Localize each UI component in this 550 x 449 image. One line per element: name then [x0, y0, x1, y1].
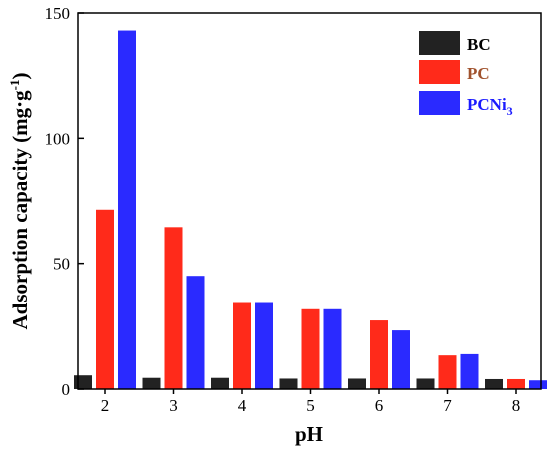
legend: BC PC PCNi3 [419, 31, 513, 118]
y-axis-title: Adsorption capacity (mg·g-1) [7, 72, 32, 329]
legend-label-pcni3-subscript: 3 [507, 104, 513, 118]
x-tick-label: 7 [443, 396, 452, 415]
y-tick-label: 100 [45, 129, 71, 148]
bar-pc-ph2 [96, 209, 114, 389]
y-tick-label: 0 [62, 380, 71, 399]
bar-bc-ph2 [74, 375, 92, 389]
bar-pcni3-ph8 [529, 380, 547, 389]
bar-pcni3-ph3 [186, 276, 205, 389]
legend-label-pc: PC [467, 64, 490, 83]
legend-swatch-pc [419, 60, 460, 84]
bar-bc-ph7 [416, 378, 435, 389]
y-axis-title-superscript: -1 [7, 79, 22, 90]
x-tick-label: 2 [101, 396, 110, 415]
legend-swatch-bc [419, 31, 460, 55]
bar-pc-ph6 [370, 320, 388, 389]
bar-pcni3-ph4 [255, 302, 273, 389]
bar-bc-ph6 [348, 378, 366, 389]
y-tick-label: 50 [53, 255, 70, 274]
legend-label-pcni3-main: PCNi [467, 95, 507, 114]
bar-bc-ph8 [485, 378, 503, 389]
legend-label-bc: BC [467, 35, 491, 54]
bar-pc-ph4 [233, 302, 251, 389]
legend-label-pcni3: PCNi3 [467, 95, 513, 118]
bar-pcni3-ph7 [460, 353, 479, 389]
legend-swatch-pcni3 [419, 91, 460, 115]
y-tick-label: 150 [45, 4, 71, 23]
y-axis-title-close: ) [8, 72, 32, 79]
x-tick-label: 8 [512, 396, 521, 415]
bar-pc-ph8 [507, 378, 525, 389]
y-axis-ticks: 0 50 100 150 [45, 4, 84, 399]
bar-bc-ph3 [142, 377, 161, 389]
plot-frame [77, 12, 542, 390]
x-tick-label: 3 [169, 396, 178, 415]
y-axis-title-main: Adsorption capacity (mg·g [8, 90, 32, 330]
bar-pcni3-ph2 [118, 30, 136, 390]
x-tick-label: 6 [375, 396, 384, 415]
bar-pcni3-ph5 [323, 308, 342, 389]
bars-group [74, 30, 547, 390]
bar-pc-ph3 [164, 227, 183, 389]
x-axis-ticks: 2 3 4 5 6 7 8 [101, 389, 521, 415]
bar-bc-ph4 [211, 377, 229, 389]
bar-pc-ph7 [438, 355, 457, 389]
bar-pc-ph5 [301, 308, 320, 389]
x-axis-title: pH [295, 422, 323, 446]
x-tick-label: 5 [306, 396, 315, 415]
bar-pcni3-ph6 [392, 330, 410, 389]
bar-bc-ph5 [279, 378, 298, 389]
x-tick-label: 4 [238, 396, 247, 415]
